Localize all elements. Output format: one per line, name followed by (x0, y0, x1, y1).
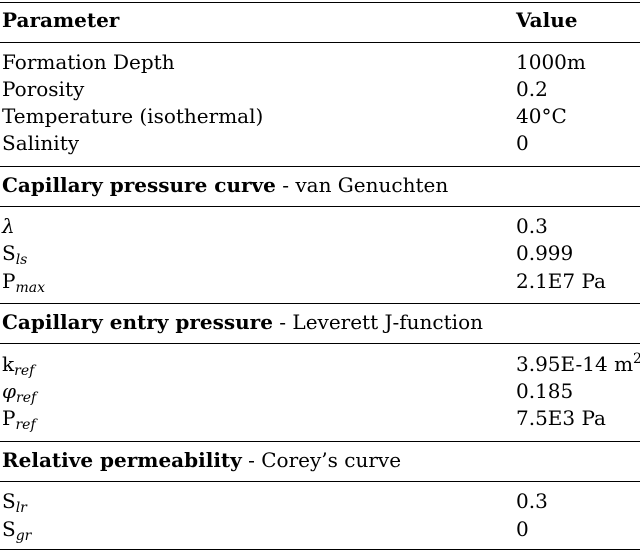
row-formation-depth-value: 1000m (516, 50, 586, 74)
row-pmax-label: Pmax (2, 268, 45, 296)
row-salinity-value: 0 (516, 131, 529, 155)
row-temperature-value: 40°C (516, 104, 567, 128)
subscript: ref (14, 363, 35, 379)
section-title: Relative permeability (2, 448, 242, 472)
row-formation-depth-label: Formation Depth (2, 50, 175, 74)
subscript: ref (16, 390, 37, 406)
value-text: 3.95E-14 m (516, 352, 634, 376)
symbol: S (2, 489, 16, 513)
row-salinity-label: Salinity (2, 131, 80, 155)
header-value: Value (516, 8, 578, 32)
top-rule (0, 2, 640, 3)
section-capillary-entry: Capillary entry pressure - Leverett J-fu… (2, 309, 483, 335)
row-slr-value: 0.3 (516, 489, 548, 513)
subscript: gr (15, 528, 32, 544)
subscript: lr (15, 500, 27, 516)
row-pmax-value: 2.1E7 Pa (516, 269, 606, 293)
row-sgr-value: 0 (516, 517, 529, 541)
symbol: S (2, 517, 16, 541)
subscript: ls (15, 252, 28, 268)
row-sls-label: Sls (2, 240, 28, 268)
row-porosity-value: 0.2 (516, 77, 548, 101)
bottom-rule (0, 549, 640, 550)
subscript: ref (15, 417, 36, 433)
section-subtitle: - van Genuchten (275, 173, 449, 197)
section-rule (0, 206, 640, 207)
row-porosity-label: Porosity (2, 77, 85, 101)
row-slr-label: Slr (2, 488, 27, 516)
section-rule (0, 441, 640, 442)
section-rule (0, 166, 640, 167)
symbol: S (2, 241, 16, 265)
section-subtitle: - Corey’s curve (241, 448, 402, 472)
row-temperature-label: Temperature (isothermal) (2, 104, 264, 128)
row-sls-value: 0.999 (516, 241, 574, 265)
row-kref-label: kref (2, 351, 35, 379)
header-rule (0, 42, 640, 43)
section-rule (0, 343, 640, 344)
section-title: Capillary pressure curve (2, 173, 276, 197)
subscript: max (15, 280, 45, 296)
row-phiref-label: φref (2, 378, 37, 406)
section-rule (0, 303, 640, 304)
section-relative-permeability: Relative permeability - Corey’s curve (2, 447, 401, 473)
symbol: P (2, 406, 16, 430)
section-title: Capillary entry pressure (2, 310, 273, 334)
row-sgr-label: Sgr (2, 516, 32, 544)
row-kref-value: 3.95E-14 m2 (516, 351, 640, 377)
symbol: φ (2, 379, 17, 403)
row-phiref-value: 0.185 (516, 379, 574, 403)
section-subtitle: - Leverett J-function (272, 310, 483, 334)
symbol: λ (2, 214, 15, 238)
superscript: 2 (633, 351, 640, 367)
row-lambda-value: 0.3 (516, 214, 548, 238)
section-capillary-curve: Capillary pressure curve - van Genuchten (2, 172, 448, 198)
symbol: k (2, 352, 15, 376)
section-rule (0, 481, 640, 482)
row-pref-label: Pref (2, 405, 36, 433)
row-pref-value: 7.5E3 Pa (516, 406, 606, 430)
row-lambda-label: λ (2, 213, 15, 239)
symbol: P (2, 269, 16, 293)
header-parameter: Parameter (2, 8, 120, 32)
